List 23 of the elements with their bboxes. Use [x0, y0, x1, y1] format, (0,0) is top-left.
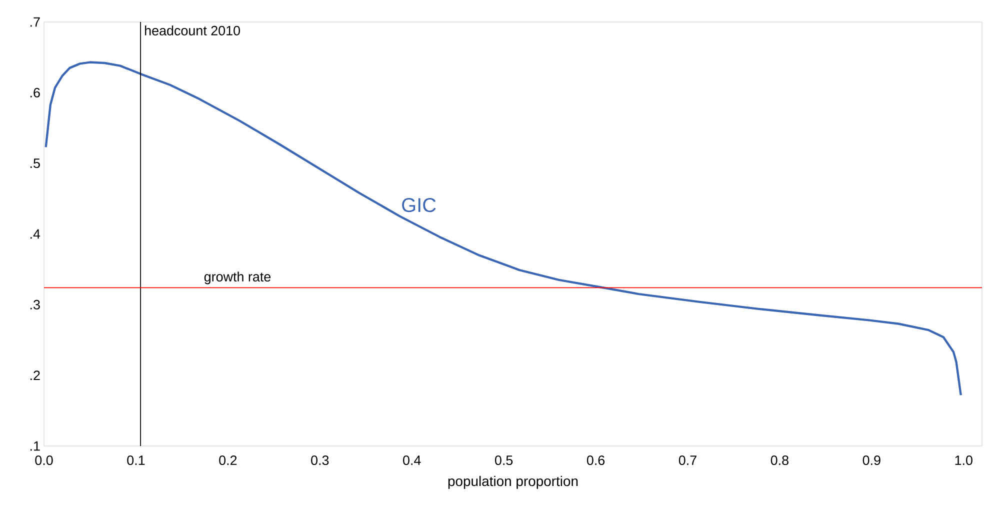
- y-tick-label: .6: [30, 88, 40, 98]
- y-tick-label: .1: [30, 441, 40, 451]
- x-tick-label: 0.7: [678, 456, 696, 466]
- y-tick-label: .4: [30, 229, 40, 239]
- series-label: GIC: [402, 198, 436, 212]
- y-tick-label: .7: [30, 17, 40, 27]
- x-tick-label: 0.4: [403, 456, 421, 466]
- x-tick-label: 0.3: [311, 456, 329, 466]
- ref-line-label: headcount 2010: [145, 26, 240, 36]
- x-tick-label: 0.0: [35, 456, 53, 466]
- y-tick-label: .5: [30, 158, 40, 168]
- x-tick-label: 0.5: [494, 456, 513, 466]
- x-tick-label: 0.9: [862, 456, 880, 466]
- x-tick-label: 0.2: [219, 456, 237, 466]
- y-tick-label: .3: [30, 300, 40, 310]
- ref-line-label: growth rate: [204, 272, 271, 284]
- y-tick-label: .2: [30, 370, 40, 380]
- x-tick-label: 0.8: [770, 456, 788, 466]
- x-tick-label: 0.6: [586, 456, 605, 466]
- x-axis-title: population proportion: [448, 476, 578, 489]
- x-tick-label: 0.1: [127, 456, 145, 466]
- line-series: [44, 61, 962, 396]
- x-tick-label: 1.0: [955, 456, 972, 466]
